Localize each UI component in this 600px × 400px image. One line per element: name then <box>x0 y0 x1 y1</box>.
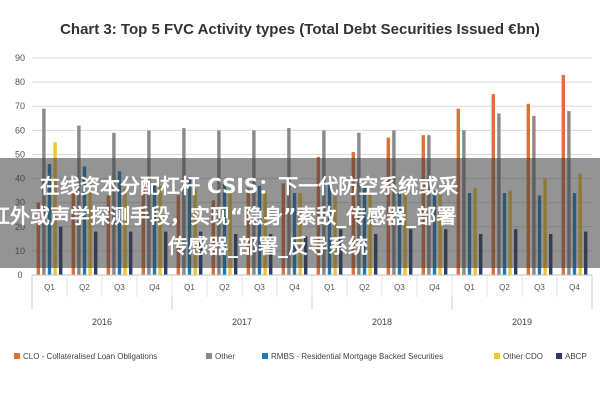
y-tick-label: 70 <box>15 101 25 111</box>
year-label: 2018 <box>372 317 392 327</box>
x-tick-label: Q3 <box>254 283 265 292</box>
legend-swatch <box>494 353 500 359</box>
y-tick-label: 50 <box>15 149 25 159</box>
x-tick-label: Q4 <box>429 283 440 292</box>
overlay-line-2: 红外或声学探测手段，实现“隐身”索敌_传感器_部署 <box>0 204 457 228</box>
x-tick-label: Q3 <box>394 283 405 292</box>
legend-label: ABCP <box>565 352 587 361</box>
x-tick-label: Q2 <box>499 283 510 292</box>
x-tick-label: Q2 <box>79 283 90 292</box>
x-tick-label: Q4 <box>569 283 580 292</box>
y-tick-label: 60 <box>15 125 25 135</box>
legend-label: RMBS - Residential Mortgage Backed Secur… <box>271 352 443 361</box>
legend: CLO - Collateralised Loan Obligations Oth… <box>14 352 587 361</box>
legend-label: Other <box>215 352 235 361</box>
y-tick-label: 80 <box>15 77 25 87</box>
x-tick-label: Q2 <box>359 283 370 292</box>
x-tick-label: Q1 <box>464 283 475 292</box>
x-axis: Q1 Q2 Q3 Q4 Q1 Q2 Q3 Q4 Q1 Q2 Q3 Q4 Q1 Q2 Q3 Q4 2016 2017… <box>31 274 593 327</box>
legend-swatch <box>206 353 212 359</box>
overlay-line-1: 在线资本分配杠杆 CSIS：下一代防空系统或采 <box>40 174 459 198</box>
overlay-line-3: 传感器_部署_反导系统 <box>168 234 368 258</box>
year-label: 2017 <box>232 317 252 327</box>
x-tick-label: Q4 <box>289 283 300 292</box>
x-tick-label: Q1 <box>184 283 195 292</box>
chart-title: Chart 3: Top 5 FVC Activity types (Total… <box>60 21 540 38</box>
x-tick-label: Q3 <box>534 283 545 292</box>
year-label: 2019 <box>512 317 532 327</box>
legend-label: CLO - Collateralised Loan Obligations <box>23 352 157 361</box>
legend-label: Other CDO <box>503 352 543 361</box>
x-tick-label: Q1 <box>324 283 335 292</box>
x-tick-label: Q1 <box>44 283 55 292</box>
x-tick-label: Q2 <box>219 283 230 292</box>
legend-swatch <box>262 353 268 359</box>
legend-swatch <box>556 353 562 359</box>
y-tick-label: 90 <box>15 53 25 63</box>
y-tick-label: 0 <box>17 270 22 280</box>
legend-swatch <box>14 353 20 359</box>
x-tick-label: Q4 <box>149 283 160 292</box>
watermark-overlay: 在线资本分配杠杆 CSIS：下一代防空系统或采 红外或声学探测手段，实现“隐身”… <box>0 158 600 268</box>
x-tick-label: Q3 <box>114 283 125 292</box>
year-label: 2016 <box>92 317 112 327</box>
